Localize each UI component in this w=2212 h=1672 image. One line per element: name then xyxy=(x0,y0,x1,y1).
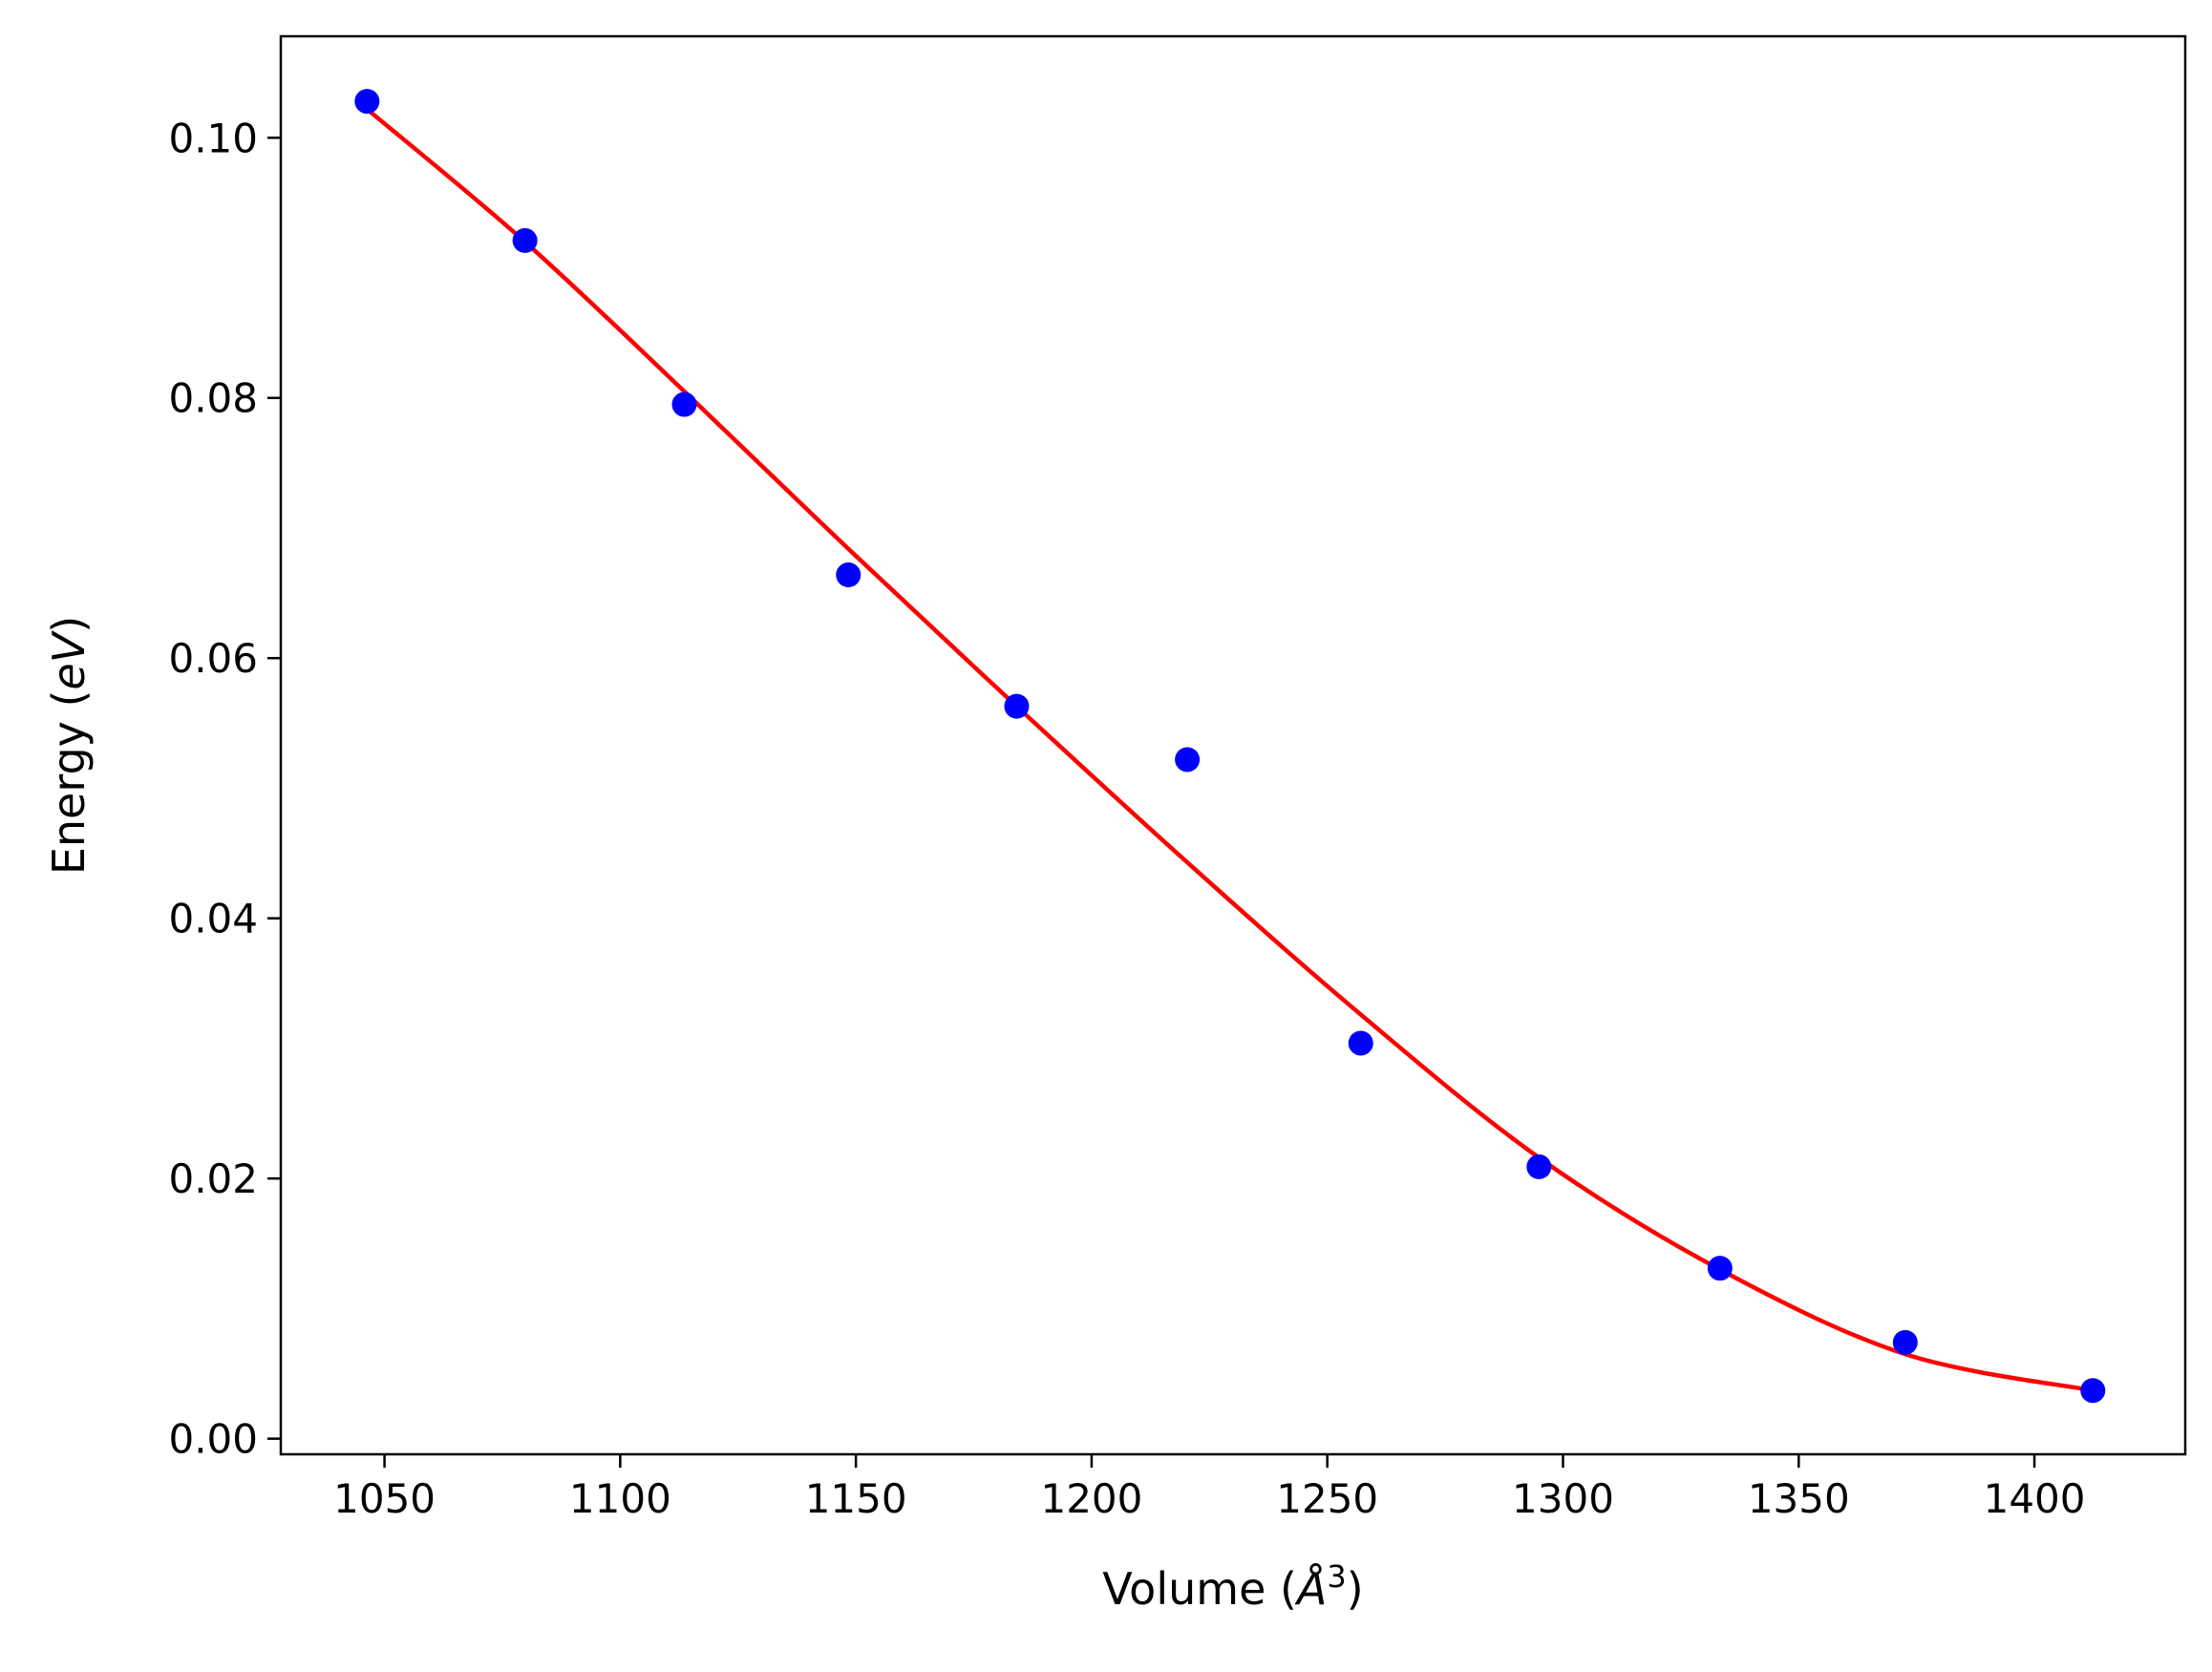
fit-curve xyxy=(365,107,2094,1393)
data-point xyxy=(1175,747,1201,773)
x-tick-label: 1300 xyxy=(1512,1475,1614,1522)
y-tick-label: 0.04 xyxy=(168,896,258,942)
y-tick-label: 0.00 xyxy=(168,1416,258,1463)
x-axis-ticks: 1050 1100 1150 1200 1250 1300 1350 1400 xyxy=(333,1454,2086,1522)
data-point xyxy=(512,227,538,253)
x-tick-label: 1250 xyxy=(1276,1475,1378,1522)
x-axis-label-exponent: 3 xyxy=(1327,1558,1346,1595)
y-axis-label: Energy (eV) xyxy=(43,616,95,875)
x-tick-label: 1050 xyxy=(333,1475,436,1522)
x-tick-label: 1100 xyxy=(569,1475,671,1522)
y-axis-label-text: Energy ( xyxy=(43,690,95,876)
x-axis-label-close: ) xyxy=(1347,1563,1364,1615)
y-tick-label: 0.08 xyxy=(168,375,258,422)
x-axis-label: Volume (Å3) xyxy=(1102,1558,1363,1615)
x-axis-label-symbol: Å xyxy=(1294,1563,1327,1615)
x-tick-label: 1200 xyxy=(1040,1475,1142,1522)
x-tick-label: 1350 xyxy=(1748,1475,1850,1522)
data-point xyxy=(354,89,380,115)
x-tick-label: 1400 xyxy=(1984,1475,2086,1522)
y-axis-label-unit: eV xyxy=(43,629,95,689)
y-axis-ticks: 0.00 0.02 0.04 0.06 0.08 0.10 xyxy=(168,115,281,1463)
data-layer xyxy=(354,89,2106,1404)
axes-frame xyxy=(279,34,2187,1456)
data-point xyxy=(1526,1153,1552,1179)
y-tick-label: 0.06 xyxy=(168,635,258,682)
y-axis-label-close: ) xyxy=(43,616,95,633)
data-point xyxy=(1707,1256,1733,1281)
data-point xyxy=(1004,693,1030,719)
data-point xyxy=(1892,1329,1918,1355)
data-point xyxy=(671,392,697,417)
x-tick-label: 1150 xyxy=(805,1475,907,1522)
y-tick-label: 0.10 xyxy=(168,115,258,161)
data-point xyxy=(836,562,861,588)
y-tick-label: 0.02 xyxy=(168,1155,258,1202)
data-point xyxy=(2080,1378,2106,1404)
data-point xyxy=(1348,1030,1373,1056)
x-axis-label-text: Volume ( xyxy=(1102,1563,1297,1615)
